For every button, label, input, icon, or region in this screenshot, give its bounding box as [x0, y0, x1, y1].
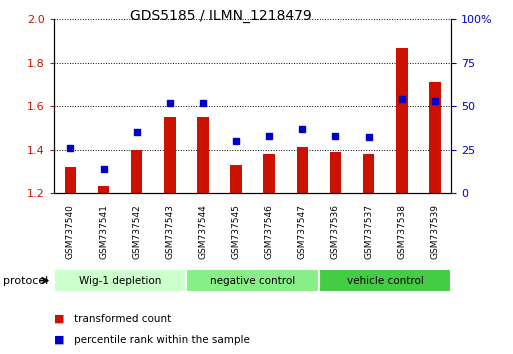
Text: percentile rank within the sample: percentile rank within the sample — [74, 335, 250, 345]
Bar — [230, 165, 242, 193]
Text: vehicle control: vehicle control — [347, 275, 424, 286]
Text: GSM737539: GSM737539 — [430, 204, 439, 259]
Text: ■: ■ — [54, 314, 64, 324]
Bar — [330, 152, 341, 193]
Text: GSM737546: GSM737546 — [265, 204, 274, 259]
Bar — [363, 154, 374, 193]
Text: transformed count: transformed count — [74, 314, 172, 324]
Text: GSM737536: GSM737536 — [331, 204, 340, 259]
Bar — [297, 147, 308, 193]
Text: GSM737543: GSM737543 — [165, 204, 174, 259]
Text: protocol: protocol — [3, 275, 48, 286]
Bar — [65, 167, 76, 193]
Text: GSM737544: GSM737544 — [199, 205, 207, 259]
Text: GSM737540: GSM737540 — [66, 204, 75, 259]
Bar — [98, 187, 109, 193]
Text: GSM737538: GSM737538 — [397, 204, 406, 259]
Bar — [186, 269, 319, 292]
Bar — [131, 149, 143, 193]
Text: GSM737537: GSM737537 — [364, 204, 373, 259]
Text: GSM737545: GSM737545 — [231, 204, 241, 259]
Text: GSM737547: GSM737547 — [298, 204, 307, 259]
Bar — [263, 154, 275, 193]
Text: GSM737541: GSM737541 — [99, 204, 108, 259]
Bar — [429, 82, 441, 193]
Bar — [54, 269, 186, 292]
Text: ■: ■ — [54, 335, 64, 345]
Bar — [164, 117, 175, 193]
Text: Wig-1 depletion: Wig-1 depletion — [79, 275, 161, 286]
Text: GSM737542: GSM737542 — [132, 205, 141, 259]
Text: negative control: negative control — [210, 275, 295, 286]
Bar — [396, 48, 407, 193]
Bar — [319, 269, 451, 292]
Text: GDS5185 / ILMN_1218479: GDS5185 / ILMN_1218479 — [130, 9, 311, 23]
Bar — [197, 117, 209, 193]
